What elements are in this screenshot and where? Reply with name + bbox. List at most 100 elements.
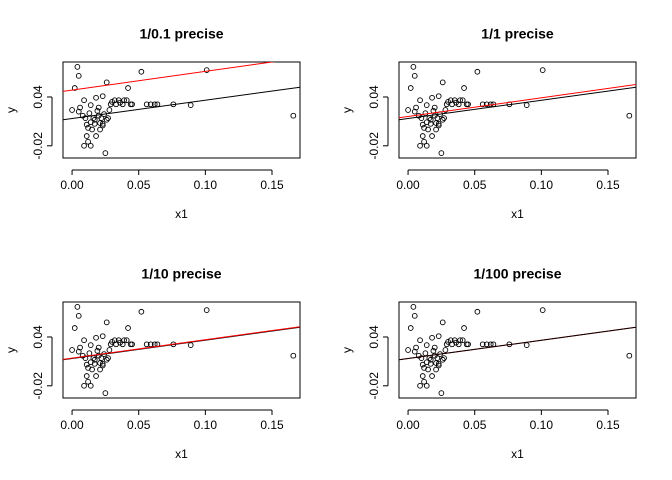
point <box>411 72 418 79</box>
y-tick-label: 0.04 <box>367 325 381 349</box>
point <box>435 360 442 367</box>
point <box>87 342 94 348</box>
point <box>417 97 423 104</box>
x-axis-label: x1 <box>175 447 188 461</box>
point <box>71 85 78 91</box>
point <box>439 319 446 326</box>
point <box>85 378 91 385</box>
point <box>427 116 434 123</box>
point <box>103 319 110 326</box>
x-tick-label: 0.05 <box>127 178 151 192</box>
point <box>407 85 414 91</box>
point <box>82 115 89 121</box>
point <box>138 68 145 75</box>
panel: 1/0.1 precise x1 y 0.00 0.05 0.10 0.15 -0.02 0.0… <box>4 26 301 221</box>
point <box>418 355 425 361</box>
point <box>425 366 431 373</box>
y-axis-label: y <box>4 107 18 113</box>
point <box>138 308 145 315</box>
point <box>422 350 429 357</box>
point <box>71 325 78 331</box>
point <box>435 93 442 100</box>
point <box>203 67 210 73</box>
point <box>95 344 102 351</box>
point <box>74 64 81 70</box>
point <box>425 126 431 133</box>
point <box>69 347 75 353</box>
point <box>433 366 439 373</box>
point <box>435 120 442 127</box>
point <box>98 115 105 121</box>
panel: 1/1 precise x1 y 0.00 0.05 0.10 0.15 -0.02 0.04 <box>340 26 637 221</box>
point <box>413 344 419 351</box>
plot-frame <box>398 61 637 159</box>
point <box>121 337 127 344</box>
point <box>441 355 447 361</box>
point <box>103 116 110 123</box>
point <box>103 356 110 363</box>
plot-area <box>399 304 636 396</box>
point <box>81 97 87 104</box>
point <box>105 355 111 361</box>
point <box>479 341 486 348</box>
point <box>91 360 98 367</box>
point <box>87 142 94 149</box>
point <box>103 79 110 86</box>
point <box>461 325 467 331</box>
plot-frame <box>398 301 637 399</box>
panel-title: 1/0.1 precise <box>139 26 223 42</box>
point <box>91 356 98 363</box>
point <box>99 122 106 129</box>
point <box>411 312 418 319</box>
y-tick-label: 0.04 <box>31 325 45 349</box>
point <box>74 304 81 310</box>
point <box>143 341 150 348</box>
point <box>418 115 425 121</box>
y-tick-label: -0.02 <box>31 372 45 400</box>
point <box>431 344 438 351</box>
point <box>474 308 481 315</box>
panel: 1/10 precise x1 y 0.00 0.05 0.10 0.15 -0.02 0.04 <box>4 266 301 461</box>
point <box>97 366 103 373</box>
point <box>81 142 87 149</box>
x-tick-label: 0.10 <box>530 178 554 192</box>
fit-line <box>63 326 300 360</box>
point <box>81 382 87 389</box>
point <box>69 107 75 113</box>
point <box>442 347 449 353</box>
point <box>523 102 530 108</box>
point <box>422 110 429 117</box>
fit-line <box>399 86 636 121</box>
y-tick-label: 0.04 <box>31 85 45 109</box>
point <box>461 85 467 91</box>
point <box>75 72 82 79</box>
y-tick-label: 0.04 <box>367 85 381 109</box>
plot-frame <box>62 301 301 399</box>
point <box>143 101 150 108</box>
point <box>85 138 91 145</box>
plot-area <box>399 64 636 156</box>
plot-area <box>63 304 300 396</box>
panel-title: 1/1 precise <box>481 26 554 42</box>
point <box>93 334 99 341</box>
point <box>106 107 113 113</box>
point <box>439 356 446 363</box>
point <box>123 337 130 344</box>
point <box>435 333 442 340</box>
point <box>102 150 109 156</box>
point <box>89 126 95 133</box>
point <box>626 112 633 119</box>
point <box>99 120 106 127</box>
point <box>442 107 449 113</box>
plot-frame <box>62 61 301 159</box>
point <box>95 104 102 111</box>
point <box>83 133 90 139</box>
point <box>99 362 106 369</box>
point <box>81 337 87 344</box>
x-tick-label: 0.15 <box>596 418 620 432</box>
point <box>423 102 430 108</box>
point <box>441 115 447 121</box>
point <box>86 110 93 117</box>
point <box>431 104 438 111</box>
point <box>429 334 435 341</box>
